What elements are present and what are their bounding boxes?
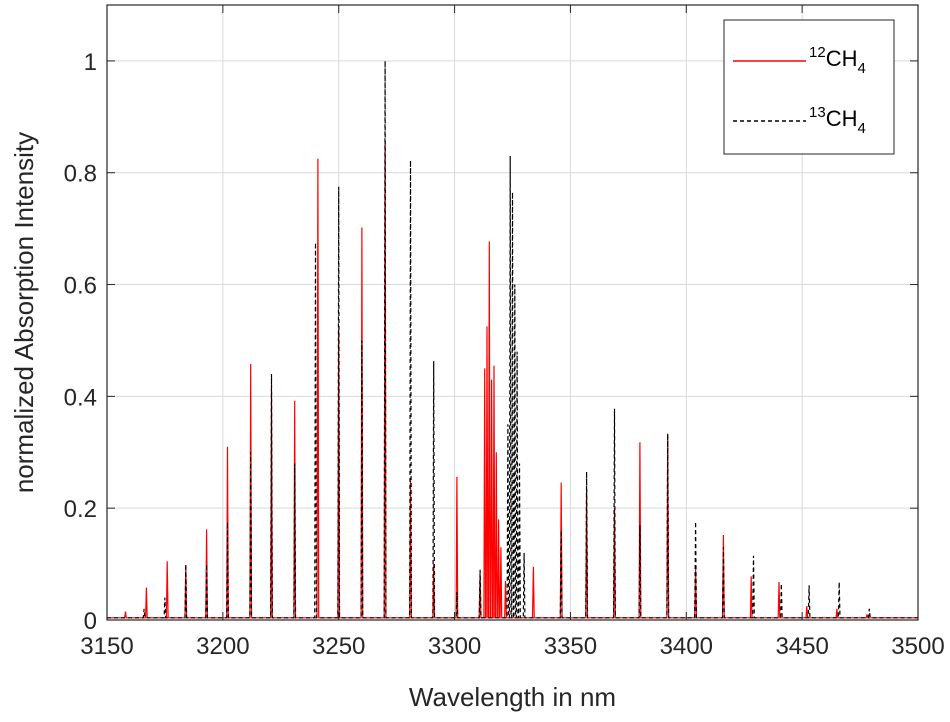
- y-tick-label: 1: [84, 49, 97, 76]
- y-tick-label: 0.2: [64, 496, 97, 523]
- axis-ticks: 3150 3200 3250 3300 3350 3400 3450 3500 0 0.2 0.4 0…: [64, 5, 945, 660]
- x-tick-label: 3250: [312, 633, 365, 660]
- legend-label-13ch4: 13CH4: [809, 104, 866, 137]
- series-13ch4-line: [107, 60, 918, 619]
- x-tick-label: 3400: [660, 633, 713, 660]
- legend-13ch4-formula: CH: [826, 106, 858, 131]
- y-axis-title: normalized Absorption Intensity: [9, 132, 39, 493]
- legend-13ch4-subscript: 4: [857, 120, 865, 137]
- x-tick-label: 3500: [891, 633, 944, 660]
- y-tick-label: 0.4: [64, 384, 97, 411]
- plot-frame: [106, 4, 919, 621]
- y-tick-label: 0.8: [64, 161, 97, 188]
- legend-label-12ch4: 12CH4: [809, 44, 866, 77]
- y-tick-label: 0: [84, 608, 97, 635]
- x-axis-title: Wavelength in nm: [409, 682, 616, 712]
- x-tick-label: 3300: [428, 633, 481, 660]
- x-tick-label: 3200: [196, 633, 249, 660]
- x-tick-label: 3450: [775, 633, 828, 660]
- legend-box: [723, 19, 895, 155]
- legend-12ch4-formula: CH: [826, 46, 858, 71]
- series-12ch4-line: [107, 141, 918, 619]
- y-tick-label: 0.6: [64, 273, 97, 300]
- x-tick-label: 3150: [80, 633, 133, 660]
- legend-12ch4-superscript: 12: [809, 44, 826, 61]
- series-area: [107, 60, 918, 619]
- x-tick-label: 3350: [544, 633, 597, 660]
- legend-12ch4-subscript: 4: [857, 60, 865, 77]
- legend-13ch4-superscript: 13: [809, 104, 826, 121]
- legend: 12CH4 13CH4: [723, 19, 895, 155]
